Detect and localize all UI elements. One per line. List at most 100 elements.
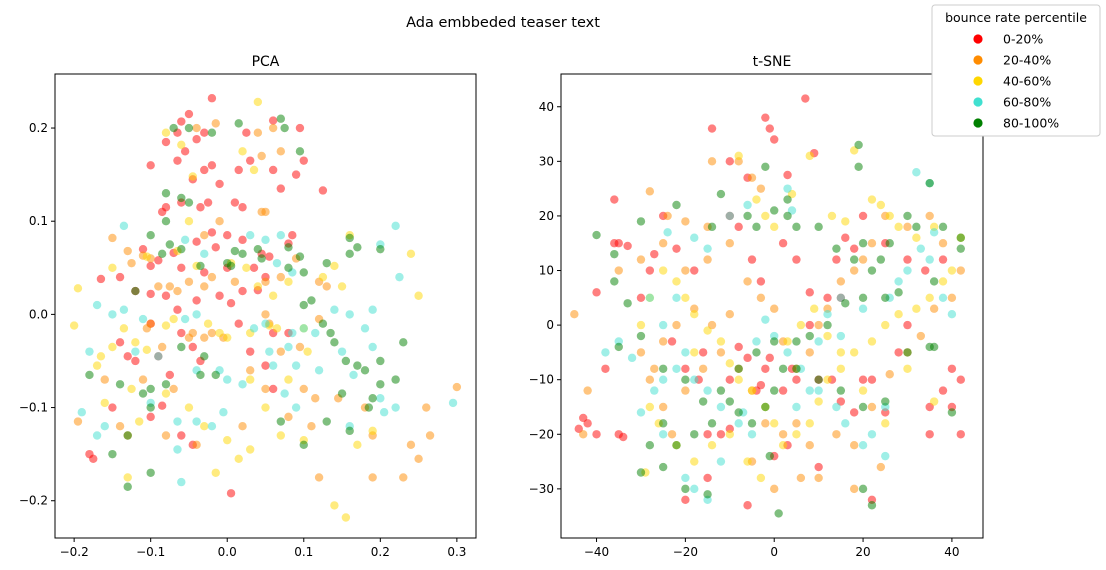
tsne-point-20-40-61 xyxy=(650,364,659,373)
tsne-point-0-20-46 xyxy=(756,277,766,286)
tsne-point-0-20-10 xyxy=(583,419,592,428)
tsne-point-60-80-26 xyxy=(947,309,957,319)
pca-point-0-20-2 xyxy=(177,117,186,126)
tsne-point-80-100-70 xyxy=(854,140,863,150)
pca-series-0-20 xyxy=(85,94,328,498)
tsne-point-80-100-51 xyxy=(681,375,690,384)
tsne-point-20-40-28 xyxy=(805,441,814,450)
pca-point-20-40-64 xyxy=(238,421,247,431)
pca-point-80-100-40 xyxy=(376,356,385,366)
pca-point-60-80-29 xyxy=(154,352,163,361)
tsne-point-20-40-53 xyxy=(770,304,779,313)
tsne-point-80-100-46 xyxy=(681,484,690,494)
pca-point-0-20-13 xyxy=(291,170,301,179)
tsne-point-0-20-16 xyxy=(614,239,623,248)
pca-point-80-100-41 xyxy=(399,338,408,347)
tsne-point-60-80-47 xyxy=(690,484,699,494)
pca-point-80-100-34 xyxy=(318,319,328,328)
pca-series-60-80 xyxy=(77,221,458,487)
tsne-ytick-label-1: −20 xyxy=(529,427,554,441)
pca-point-60-80-51 xyxy=(173,445,182,454)
tsne-ytick-label-0: −30 xyxy=(529,482,554,496)
pca-point-0-20-34 xyxy=(192,237,201,246)
tsne-point-80-100-22 xyxy=(956,233,965,242)
tsne-point-20-40-46 xyxy=(849,266,859,275)
tsne-point-80-100-26 xyxy=(894,288,903,297)
pca-point-0-20-43 xyxy=(96,274,106,284)
tsne-point-60-80-5 xyxy=(783,184,792,193)
pca-point-0-20-9 xyxy=(242,128,251,137)
pca-point-40-60-58 xyxy=(161,389,171,398)
tsne-point-20-40-3 xyxy=(747,173,757,182)
pca-point-40-60-40 xyxy=(284,375,293,384)
pca-series-80-100 xyxy=(85,114,408,491)
tsne-point-60-80-33 xyxy=(650,386,659,395)
pca-point-0-20-18 xyxy=(180,147,190,156)
pca-point-60-80-49 xyxy=(219,408,228,417)
pca-point-0-20-30 xyxy=(238,203,247,212)
tsne-point-80-100-64 xyxy=(947,408,957,417)
tsne-ytick-label-6: 30 xyxy=(539,154,554,168)
tsne-xtick-label-1: −20 xyxy=(673,545,698,559)
tsne-point-80-100-30 xyxy=(823,320,832,330)
pca-point-40-60-28 xyxy=(142,345,152,354)
pca-point-0-20-1 xyxy=(184,109,194,119)
pca-point-20-40-4 xyxy=(276,147,286,156)
tsne-point-60-80-30 xyxy=(681,348,690,357)
pca-point-20-40-53 xyxy=(73,417,83,426)
pca-point-60-80-36 xyxy=(291,361,301,370)
tsne-point-80-100-56 xyxy=(770,337,779,346)
tsne-point-20-40-32 xyxy=(867,402,877,412)
pca-point-0-20-61 xyxy=(131,356,140,366)
tsne-point-60-80-31 xyxy=(672,364,681,373)
tsne-point-40-60-18 xyxy=(925,293,934,303)
tsne-point-60-80-1 xyxy=(690,233,699,242)
tsne-point-80-100-43 xyxy=(645,441,655,450)
pca-point-40-60-51 xyxy=(211,468,220,477)
tsne-point-80-100-58 xyxy=(814,375,823,384)
tsne-point-40-60-61 xyxy=(690,348,699,357)
pca-point-80-100-44 xyxy=(177,342,186,352)
tsne-point-20-40-37 xyxy=(929,304,939,313)
tsne-point-0-20-57 xyxy=(921,266,930,275)
pca-point-40-60-23 xyxy=(69,321,79,330)
tsne-point-40-60-58 xyxy=(903,364,912,373)
pca-point-60-80-6 xyxy=(272,258,282,268)
tsne-point-80-100-69 xyxy=(761,162,770,171)
tsne-point-60-80-55 xyxy=(858,304,868,313)
pca-point-80-100-27 xyxy=(345,249,354,259)
tsne-point-0-20-51 xyxy=(832,255,841,264)
pca-point-20-40-55 xyxy=(161,431,171,440)
pca-point-80-100-62 xyxy=(337,389,347,398)
legend-label-60-80: 60-80% xyxy=(1003,95,1051,110)
tsne-point-0-20-44 xyxy=(734,222,743,232)
tsne-point-0-20-82 xyxy=(894,348,903,357)
tsne-point-20-40-65 xyxy=(796,473,806,483)
pca-xtick-label-4: 0.2 xyxy=(371,545,390,559)
pca-point-80-100-47 xyxy=(161,380,171,389)
tsne-point-40-60-42 xyxy=(636,320,646,330)
tsne-point-0-20-59 xyxy=(947,364,957,373)
pca-point-60-80-14 xyxy=(249,324,259,333)
pca-point-40-60-5 xyxy=(188,172,197,181)
tsne-point-0-20-24 xyxy=(716,430,726,439)
pca-point-20-40-33 xyxy=(207,328,217,338)
pca-point-80-100-11 xyxy=(146,230,155,240)
tsne-point-60-80-38 xyxy=(645,293,655,303)
pca-point-80-100-9 xyxy=(184,198,194,207)
tsne-point-80-100-66 xyxy=(858,484,868,494)
pca-point-0-20-55 xyxy=(215,291,224,300)
tsne-point-40-60-59 xyxy=(929,397,939,406)
pca-point-60-80-48 xyxy=(207,421,217,431)
tsne-point-80-100-17 xyxy=(876,255,886,264)
tsne-point-60-80-45 xyxy=(747,430,757,439)
tsne-panel: −40 −20 0 20 40 −30 −20 −10 0 10 20 30 40 t-SNE xyxy=(529,54,984,559)
tsne-point-20-40-42 xyxy=(903,222,912,232)
tsne-point-60-80-40 xyxy=(672,293,681,303)
pca-point-0-20-15 xyxy=(295,123,305,133)
pca-point-40-60-56 xyxy=(368,426,377,436)
tsne-point-20-40-12 xyxy=(636,255,646,264)
tsne-point-0-20-2 xyxy=(765,124,774,133)
tsne-point-40-60-56 xyxy=(858,386,868,395)
pca-point-80-100-54 xyxy=(123,482,132,491)
